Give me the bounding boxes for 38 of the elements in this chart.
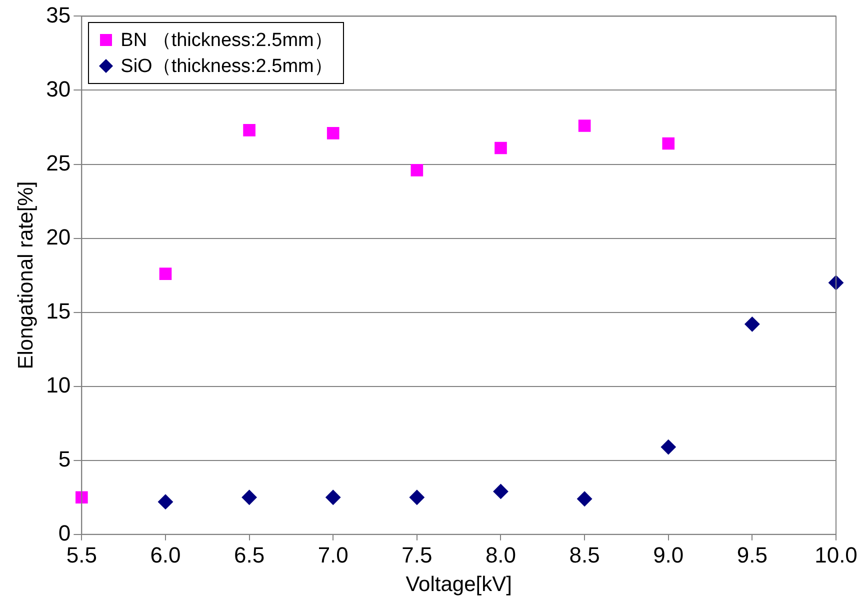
- point: [744, 316, 760, 332]
- x-tick-label: 6.5: [234, 542, 265, 568]
- x-tick-label: 9.0: [653, 542, 684, 568]
- point: [662, 137, 675, 150]
- x-tick-label: 7.5: [402, 542, 432, 568]
- x-axis-title: Voltage[kV]: [406, 573, 512, 596]
- point: [243, 124, 256, 136]
- point: [493, 484, 508, 499]
- x-tick-label: 9.5: [736, 542, 768, 568]
- x-tick-label: 8.0: [485, 542, 516, 568]
- point: [578, 120, 591, 132]
- y-tick-label: 35: [46, 2, 71, 28]
- point: [494, 142, 507, 154]
- y-tick-label: 15: [46, 298, 71, 324]
- x-tick-label: 10.0: [814, 542, 858, 568]
- point: [242, 490, 257, 505]
- y-tick-label: 10: [46, 372, 71, 398]
- point: [159, 268, 172, 280]
- legend-label: BN （thickness:2.5mm）: [120, 29, 333, 54]
- legend-label: SiO（thickness:2.5mm）: [120, 55, 333, 80]
- y-tick-label: 5: [58, 446, 71, 472]
- y-tick-label: 0: [58, 520, 71, 546]
- point: [76, 491, 88, 504]
- y-axis-title: Elongational rate[%]: [14, 181, 38, 370]
- x-tick-label: 8.5: [569, 542, 600, 568]
- y-tick-label: 30: [46, 76, 71, 102]
- x-tick-label: 6.0: [150, 542, 181, 568]
- y-tick-label: 25: [46, 150, 71, 176]
- point: [158, 494, 173, 510]
- x-tick-label: 7.0: [318, 542, 348, 568]
- point: [577, 491, 592, 506]
- point: [326, 127, 340, 140]
- point: [410, 164, 424, 176]
- x-tick-label: 5.5: [66, 542, 97, 568]
- point: [326, 490, 341, 505]
- point: [660, 440, 676, 455]
- y-tick-label: 20: [46, 224, 71, 250]
- point: [409, 490, 424, 505]
